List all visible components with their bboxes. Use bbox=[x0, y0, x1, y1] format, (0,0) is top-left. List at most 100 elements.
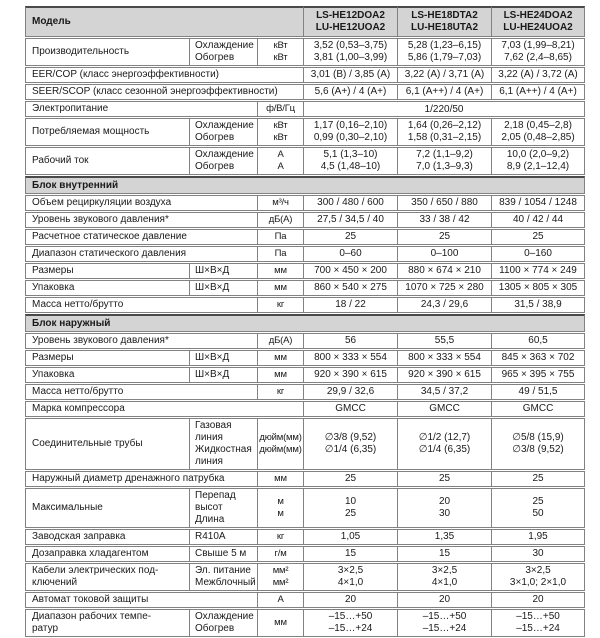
row-value: 20 bbox=[398, 592, 493, 608]
row-unit: дБ(А) bbox=[258, 333, 305, 349]
row-value: 33 / 38 / 42 bbox=[398, 212, 493, 228]
row-value: 3×2,5 4×1,0 bbox=[304, 563, 399, 591]
cell-line: Охлаждение bbox=[195, 149, 254, 160]
row-value: 3,22 (A) / 3,71 (A) bbox=[398, 67, 493, 83]
row-sublabel: R410A bbox=[190, 529, 258, 545]
cell-line: 56 bbox=[344, 335, 357, 346]
cell-line: 30 bbox=[532, 548, 544, 559]
row-value: 7,2 (1,1–9,2) 7,0 (1,3–9,3) bbox=[398, 147, 493, 175]
cell-line: 50 bbox=[532, 508, 544, 519]
cell-line: –15…+24 bbox=[422, 623, 467, 634]
cell-line: 6,1 (A++) / 4 (A+) bbox=[405, 86, 484, 97]
cell-line: 1305 × 805 × 305 bbox=[498, 282, 578, 293]
cell-line: Охлаждение bbox=[195, 120, 254, 131]
row-unit: кг bbox=[258, 529, 305, 545]
model-column-2: LS-HE18DTA2 LU-HE18UTA2 bbox=[398, 6, 493, 37]
row-value: ∅1/2 (12,7) ∅1/4 (6,35) bbox=[398, 418, 493, 470]
row-unit: г/м bbox=[258, 546, 305, 562]
table-row: Упаковка Ш×В×Д мм 860 × 540 × 275 1070 × 725… bbox=[25, 280, 586, 296]
row-value: –15…+50 –15…+24 bbox=[492, 609, 586, 637]
row-value: 56 bbox=[304, 333, 399, 349]
table-row: Соединительные трубы Газовая линия Жидкост… bbox=[25, 418, 586, 470]
cell-line: м bbox=[277, 508, 284, 519]
cell-line: Жидкостная линия bbox=[195, 444, 252, 467]
row-value: 860 × 540 × 275 bbox=[304, 280, 399, 296]
cell-line: –15…+50 bbox=[422, 611, 467, 622]
cell-line: 0–100 bbox=[430, 248, 459, 259]
cell-line: кг bbox=[276, 299, 285, 310]
cell-line: 880 × 674 × 210 bbox=[408, 265, 481, 276]
cell-line: г/м bbox=[274, 548, 287, 559]
cell-line: 800 × 333 × 554 bbox=[314, 352, 387, 363]
row-value: 920 × 390 × 615 bbox=[398, 367, 493, 383]
cell-line: 33 / 38 / 42 bbox=[419, 214, 470, 225]
row-label: Расчетное статическое давление bbox=[25, 229, 258, 245]
row-value: 5,28 (1,23–6,15) 5,86 (1,79–7,03) bbox=[398, 38, 493, 66]
row-value: 15 bbox=[304, 546, 399, 562]
row-unit: Па bbox=[258, 229, 305, 245]
cell-line: 3×1,0; 2×1,0 bbox=[509, 577, 567, 588]
cell-line: GMCC bbox=[335, 403, 366, 414]
table-row: Автомат токовой защиты А 20 20 20 bbox=[25, 592, 586, 608]
cell-line: 300 / 480 / 600 bbox=[317, 197, 384, 208]
cell-line: Межблочный bbox=[195, 577, 256, 588]
row-sublabel: Газовая линия Жидкостная линия bbox=[190, 418, 258, 470]
model-column-1: LS-HE12DOA2 LU-HE12UOA2 bbox=[304, 6, 399, 37]
row-unit: мм bbox=[258, 471, 305, 487]
row-value: 15 bbox=[398, 546, 493, 562]
row-value: 10 25 bbox=[304, 488, 399, 528]
row-sublabel: Эл. питание Межблочный bbox=[190, 563, 258, 591]
row-unit: дюйм(мм) дюйм(мм) bbox=[258, 418, 305, 470]
row-label: Кабели электрических под- ключений bbox=[25, 563, 190, 591]
cell-line: 4×1,0 bbox=[337, 577, 364, 588]
cell-line: ∅3/8 (9,52) bbox=[324, 432, 377, 443]
row-value: GMCC bbox=[398, 401, 493, 417]
cell-line: 25 bbox=[438, 231, 451, 242]
section-header: Блок наружный bbox=[25, 314, 586, 332]
cell-line: –15…+50 bbox=[516, 611, 560, 622]
cell-line: 2,18 (0,45–2,8) bbox=[504, 120, 572, 131]
row-unit: кг bbox=[258, 297, 305, 313]
row-label: EER/COP (класс энергоэффективности) bbox=[25, 67, 305, 83]
cell-line: 7,62 (2,4–8,65) bbox=[504, 52, 572, 63]
row-value: 350 / 650 / 880 bbox=[398, 195, 493, 211]
cell-line: GMCC bbox=[522, 403, 554, 414]
cell-line: 3,81 (1,00–3,99) bbox=[313, 52, 388, 63]
cell-line: 1,05 bbox=[340, 531, 361, 542]
cell-line: 29,9 / 32,6 bbox=[326, 386, 375, 397]
cell-line: 5,1 (1,3–10) bbox=[323, 149, 378, 160]
cell-line: 0–160 bbox=[524, 248, 552, 259]
cell-line: 5,28 (1,23–6,15) bbox=[407, 40, 482, 51]
row-label: Производительность bbox=[25, 38, 190, 66]
cell-line: 25 bbox=[532, 231, 544, 242]
row-sublabel: Охлаждение Обогрев bbox=[190, 609, 258, 637]
section-row: Блок внутренний bbox=[25, 176, 586, 194]
row-value: 10,0 (2,0–9,2) 8,9 (2,1–12,4) bbox=[492, 147, 586, 175]
row-unit: кВт кВт bbox=[258, 118, 305, 146]
cell-line: 7,2 (1,1–9,2) bbox=[416, 149, 473, 160]
cell-line: 10,0 (2,0–9,2) bbox=[506, 149, 570, 160]
cell-line: 2,05 (0,48–2,85) bbox=[501, 132, 575, 143]
cell-line: мм bbox=[274, 473, 287, 484]
row-value: 0–160 bbox=[492, 246, 586, 262]
row-value: 3×2,5 4×1,0 bbox=[398, 563, 493, 591]
cell-line: ∅1/4 (6,35) bbox=[324, 444, 377, 455]
row-value: 3,22 (A) / 3,72 (A) bbox=[492, 67, 586, 83]
cell-line: 4×1,0 bbox=[431, 577, 458, 588]
cell-line: ∅3/8 (9,52) bbox=[512, 444, 564, 455]
row-sublabel: Свыше 5 м bbox=[190, 546, 258, 562]
cell-line: дюйм(мм) bbox=[259, 444, 302, 455]
row-value: 920 × 390 × 615 bbox=[304, 367, 399, 383]
cell-line: м³/ч bbox=[272, 197, 289, 208]
row-value: 845 × 363 × 702 bbox=[492, 350, 586, 366]
row-label: Потребляемая мощность bbox=[25, 118, 190, 146]
cell-line: 10 bbox=[344, 496, 357, 507]
table-row: Размеры Ш×В×Д мм 700 × 450 × 200 880 × 674 ×… bbox=[25, 263, 586, 279]
row-sublabel: Ш×В×Д bbox=[190, 263, 258, 279]
row-sublabel: Ш×В×Д bbox=[190, 350, 258, 366]
row-unit: мм bbox=[258, 609, 305, 637]
row-sublabel: Ш×В×Д bbox=[190, 280, 258, 296]
row-value: 965 × 395 × 755 bbox=[492, 367, 586, 383]
row-value: 300 / 480 / 600 bbox=[304, 195, 399, 211]
